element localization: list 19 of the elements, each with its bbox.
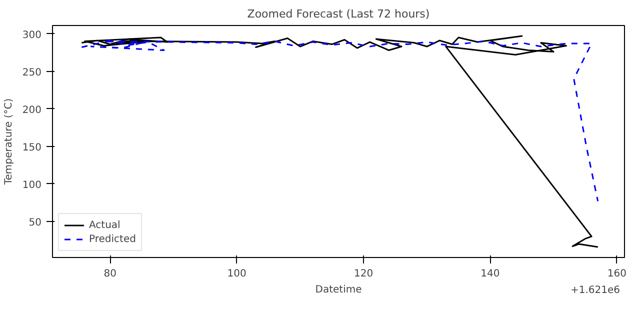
chart-title: Zoomed Forecast (Last 72 hours) — [247, 8, 430, 20]
y-tick-label: 100 — [22, 180, 42, 191]
legend-label: Actual — [89, 219, 120, 231]
y-tick-label: 250 — [22, 67, 42, 78]
x-tick-label: 100 — [227, 268, 246, 280]
y-tick-label: 50 — [28, 217, 42, 228]
y-tick-label: 200 — [22, 104, 42, 116]
y-axis-title: Temperature (°C) — [3, 98, 14, 186]
y-tick-label: 150 — [22, 142, 42, 154]
line-series — [80, 40, 599, 202]
x-tick-label: 120 — [354, 268, 374, 280]
y-tick-label: 300 — [22, 30, 42, 41]
x-axis-title: Datetime — [315, 284, 362, 296]
x-tick-label: 140 — [480, 268, 500, 280]
x-tick-label: 160 — [607, 268, 626, 280]
line-series — [80, 35, 599, 248]
text: +1.621e6 — [570, 284, 620, 298]
legend-label: Predicted — [89, 233, 136, 245]
x-tick-label: 80 — [104, 268, 117, 280]
